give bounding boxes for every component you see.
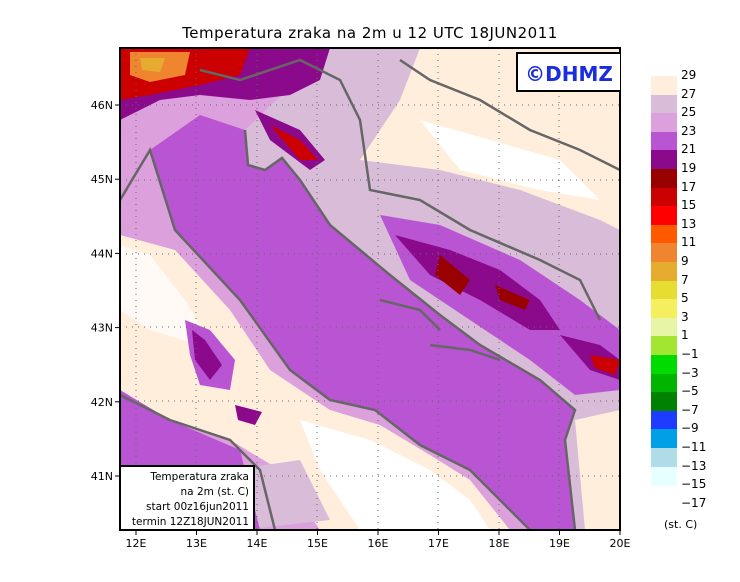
legend-label: −5 [681, 384, 699, 399]
legend-label: 11 [681, 235, 697, 250]
legend-label: −11 [681, 440, 707, 454]
legend-swatch [651, 466, 677, 486]
legend-label: 19 [681, 161, 697, 175]
lon-tick-label: 16E [368, 537, 389, 550]
lon-tick-label: 20E [610, 537, 631, 550]
lon-tick-label: 15E [307, 537, 328, 550]
legend-label: −3 [681, 365, 699, 380]
legend-swatch [651, 336, 677, 356]
lon-tick-label: 19E [549, 537, 570, 550]
legend-swatch [651, 76, 677, 95]
info-line: na 2m (st. C) [180, 486, 249, 498]
info-line: start 00z16jun2011 [146, 501, 249, 513]
coastlines [120, 58, 620, 530]
lat-tick-label: 43N [91, 322, 113, 335]
legend-label: 7 [681, 272, 689, 287]
legend-label: 5 [681, 291, 689, 306]
legend-label: 9 [681, 254, 689, 268]
legend-swatch [651, 262, 677, 281]
legend-label: −13 [681, 458, 707, 473]
legend-swatch [651, 317, 677, 337]
info-box: Temperatura zraka na 2m (st. C) start 00… [121, 465, 255, 529]
legend-label: −9 [681, 421, 699, 436]
legend-swatch [651, 131, 677, 151]
legend-label: −1 [681, 347, 699, 361]
legend-label: −15 [681, 477, 707, 492]
legend-swatch [651, 448, 677, 467]
lat-tick-label: 42N [91, 396, 113, 409]
legend-label: −17 [681, 495, 707, 510]
lon-tick-label: 12E [126, 537, 147, 550]
legend-swatch [651, 355, 677, 374]
graticule [120, 48, 620, 530]
info-line: termin 12Z18JUN2011 [131, 516, 249, 528]
legend-swatch [651, 150, 677, 170]
legend-swatch [651, 410, 677, 430]
legend-swatch [651, 187, 677, 207]
legend-label: 17 [681, 179, 697, 194]
adriatic-sea [150, 115, 575, 530]
lat-tick-label: 45N [91, 173, 113, 186]
legend-swatch [651, 299, 677, 319]
info-line: Temperatura zraka [150, 471, 249, 483]
copyright-label: ©DHMZ [516, 52, 620, 92]
map-frame [119, 47, 621, 531]
lat-tick-label: 44N [91, 247, 113, 260]
legend-swatch [651, 113, 677, 133]
legend-swatch [651, 243, 677, 263]
lon-tick-label: 14E [247, 537, 268, 550]
lat-tick-label: 41N [91, 470, 113, 483]
legend-swatch [651, 392, 677, 412]
legend-label: −7 [681, 402, 699, 417]
legend-swatch [651, 429, 677, 449]
legend-label: 29 [681, 68, 697, 82]
legend-swatch [651, 94, 677, 114]
map-title: Temperatura zraka na 2m u 12 UTC 18JUN20… [182, 24, 558, 42]
latitude-ticks: 46N 45N 44N 43N 42N 41N [91, 99, 120, 483]
lat-tick-label: 46N [91, 99, 113, 112]
legend-label: 1 [681, 328, 689, 343]
legend-label: 23 [681, 123, 697, 138]
legend-swatch [651, 280, 677, 300]
lon-tick-label: 18E [489, 537, 510, 550]
legend-label: 13 [681, 216, 697, 231]
longitude-ticks: 12E 13E 14E 15E 16E 17E 18E 19E 20E [126, 530, 631, 550]
lon-tick-label: 17E [428, 537, 449, 550]
lon-tick-label: 13E [186, 537, 207, 550]
legend-swatch [651, 373, 677, 393]
legend-unit: (st. C) [664, 518, 698, 531]
legend-label: 25 [681, 105, 697, 120]
legend-swatch [651, 224, 677, 244]
legend-swatch [651, 169, 677, 188]
legend-label: 3 [681, 309, 689, 324]
legend-label: 27 [681, 86, 697, 101]
legend-label: 15 [681, 198, 697, 213]
legend-swatch [651, 206, 677, 226]
legend-label: 21 [681, 142, 697, 157]
